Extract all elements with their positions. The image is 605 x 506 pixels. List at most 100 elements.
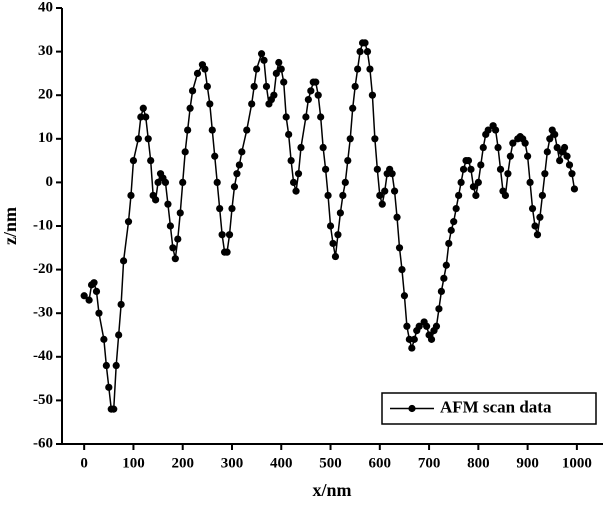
data-point [368,91,377,99]
data-point [285,130,293,139]
data-point [147,157,155,165]
data-point [556,157,564,165]
data-point [253,65,261,73]
data-point [521,139,529,147]
y-tick-label: 0 [46,174,54,190]
data-point [218,231,226,239]
data-point [243,126,251,134]
data-point [331,252,340,261]
x-tick-label: 200 [171,455,194,471]
data-point [110,405,118,413]
data-point [437,287,445,295]
data-point [238,148,246,156]
data-point [464,157,473,165]
data-point [270,91,278,99]
data-point [565,161,574,169]
data-point [186,104,194,112]
data-point [504,170,512,178]
data-point [346,135,354,143]
data-point [378,200,386,208]
data-point [257,50,266,58]
data-point [225,231,234,239]
data-point [188,87,197,95]
data-point [361,39,369,47]
data-point [435,305,443,313]
data-point [201,65,209,73]
data-point [442,261,450,269]
y-tick-label: -50 [33,392,53,408]
data-point [536,213,544,221]
x-tick-label: 800 [467,455,490,471]
x-tick-label: 300 [221,455,244,471]
data-point [469,183,478,191]
data-point [294,170,303,178]
data-point [152,196,160,204]
x-tick-label: 500 [319,455,342,471]
data-point [322,165,330,173]
data-point [393,213,401,221]
data-point [533,231,542,239]
y-tick-label: -40 [33,348,53,364]
data-point [553,143,561,152]
data-point [275,58,283,67]
data-point [112,361,120,370]
data-point [144,135,152,143]
data-point [262,82,271,91]
data-point [538,191,546,200]
data-point [105,383,113,391]
data-point [371,135,379,143]
data-point [484,126,492,134]
data-point [80,292,88,300]
data-point [410,335,418,343]
data-point [563,152,571,160]
data-point [154,178,162,186]
data-point [501,191,510,200]
data-point [181,148,189,156]
data-point [568,170,576,178]
data-point [203,82,211,91]
data-point [282,113,290,121]
data-point [440,274,448,282]
data-point [423,322,431,330]
data-point [95,309,103,317]
data-point [477,161,485,169]
data-point [304,95,312,104]
data-point [373,165,381,173]
data-point [479,143,487,152]
data-point [235,161,243,169]
data-point [277,65,285,73]
data-point [297,143,305,152]
data-point [526,178,534,186]
data-point [302,113,310,121]
data-point [494,143,502,152]
data-point [524,152,532,160]
data-point [90,279,98,287]
data-point [129,157,138,165]
data-point [400,292,409,300]
data-point [292,187,300,195]
data-point [395,244,404,252]
data-point [124,218,133,226]
data-point [452,204,460,213]
x-tick-label: 1000 [562,455,592,471]
data-point [408,344,416,352]
data-point [92,287,101,295]
data-point [447,226,455,234]
y-tick-label: 20 [38,87,53,103]
data-point [171,255,179,263]
data-point [546,135,554,143]
data-point [213,178,221,186]
data-point [356,48,364,56]
data-point [100,335,108,343]
data-point [543,148,551,156]
x-tick-label: 700 [418,455,441,471]
data-point [102,361,110,370]
data-point [179,178,187,186]
data-point [137,113,145,121]
data-point [560,143,569,152]
data-point [509,139,517,147]
data-point [506,152,514,160]
data-point [115,331,123,339]
data-point [336,209,344,217]
data-point [455,191,463,200]
